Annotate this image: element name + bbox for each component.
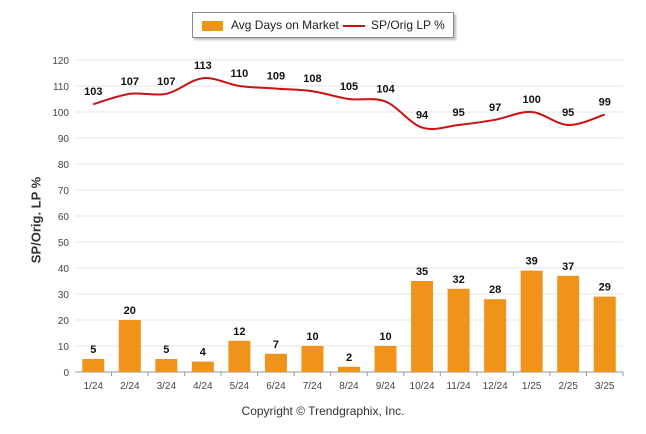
- line-data-label: 110: [231, 68, 249, 80]
- bar: [338, 366, 360, 372]
- bar: [484, 299, 507, 372]
- y-tick-label: 50: [58, 238, 70, 249]
- line-data-label: 94: [416, 110, 429, 122]
- line-data-label: 100: [522, 94, 540, 106]
- y-tick-label: 60: [58, 212, 70, 223]
- bar-data-label: 10: [379, 331, 391, 343]
- bar: [82, 359, 105, 372]
- y-tick-label: 30: [58, 290, 70, 301]
- line-data-label: 99: [599, 97, 611, 109]
- x-tick-label: 10/24: [410, 381, 435, 392]
- bar: [301, 346, 324, 372]
- bar: [118, 320, 141, 372]
- bar-data-label: 28: [489, 284, 501, 296]
- line-data-label: 105: [340, 81, 358, 93]
- line-data-label: 113: [194, 60, 212, 72]
- legend-label-sp-orig-lp: SP/Orig LP %: [371, 18, 445, 32]
- y-tick-label: 80: [58, 160, 70, 171]
- bar-data-label: 7: [273, 339, 279, 351]
- bar-data-label: 12: [233, 326, 245, 338]
- line-series-sp-orig-lp: [92, 77, 606, 131]
- x-tick-label: 11/24: [446, 381, 471, 392]
- y-tick-label: 90: [58, 134, 70, 145]
- y-tick-label: 0: [63, 368, 69, 379]
- legend: Avg Days on Market SP/Orig LP %: [192, 12, 454, 38]
- legend-bar-swatch: [202, 21, 223, 31]
- bar: [191, 361, 214, 372]
- bar-data-label: 5: [90, 344, 96, 356]
- bar-data-label: 2: [346, 352, 352, 364]
- x-tick-label: 8/24: [339, 381, 359, 392]
- bar: [520, 270, 543, 372]
- y-tick-label: 10: [58, 342, 70, 353]
- y-tick-label: 120: [52, 56, 69, 67]
- x-tick-label: 5/24: [230, 381, 250, 392]
- bar: [447, 288, 470, 372]
- bar: [557, 275, 580, 372]
- line-data-label: 104: [376, 84, 395, 96]
- x-tick-label: 9/24: [376, 381, 396, 392]
- bar: [264, 353, 287, 372]
- x-tick-label: 2/25: [558, 381, 578, 392]
- x-tick-label: 3/24: [157, 381, 177, 392]
- copyright-footer: Copyright © Trendgraphix, Inc.: [241, 404, 405, 418]
- legend-label-days-on-market: Avg Days on Market: [231, 18, 339, 32]
- line-data-label: 103: [84, 86, 102, 98]
- bar-data-label: 20: [124, 305, 136, 317]
- y-tick-label: 110: [53, 82, 69, 93]
- y-tick-label: 20: [58, 316, 70, 327]
- line-data-label: 107: [157, 76, 175, 88]
- bar: [155, 359, 178, 372]
- x-tick-label: 12/24: [483, 381, 508, 392]
- x-tick-label: 6/24: [266, 381, 286, 392]
- x-tick-label: 2/24: [120, 381, 140, 392]
- x-tick-label: 7/24: [303, 381, 323, 392]
- x-tick-label: 1/25: [522, 381, 542, 392]
- bar-data-label: 4: [200, 347, 207, 359]
- bar-data-label: 5: [163, 344, 169, 356]
- bar-data-label: 35: [416, 266, 428, 278]
- line-data-label: 95: [562, 107, 574, 119]
- bar: [228, 340, 251, 372]
- y-tick-label: 100: [52, 108, 69, 119]
- line-data-label: 95: [452, 107, 464, 119]
- bar: [411, 281, 434, 372]
- line-data-label: 108: [303, 73, 321, 85]
- bar: [374, 346, 397, 372]
- x-tick-label: 1/24: [84, 381, 104, 392]
- line-data-label: 107: [121, 76, 139, 88]
- y-axis-label: SP/Orig. LP %: [28, 176, 44, 264]
- line-data-label: 97: [489, 102, 501, 114]
- bar: [593, 296, 616, 372]
- bar-data-label: 32: [452, 274, 464, 286]
- bar-data-label: 39: [526, 256, 538, 268]
- line-data-label: 109: [267, 71, 285, 83]
- x-tick-label: 3/25: [595, 381, 615, 392]
- x-tick-label: 4/24: [193, 381, 213, 392]
- bar-data-label: 29: [599, 282, 611, 294]
- y-tick-label: 40: [58, 264, 70, 275]
- legend-line-swatch: [343, 25, 365, 27]
- bar-data-label: 37: [562, 261, 574, 273]
- bar-data-label: 10: [306, 331, 318, 343]
- y-tick-label: 70: [58, 186, 70, 197]
